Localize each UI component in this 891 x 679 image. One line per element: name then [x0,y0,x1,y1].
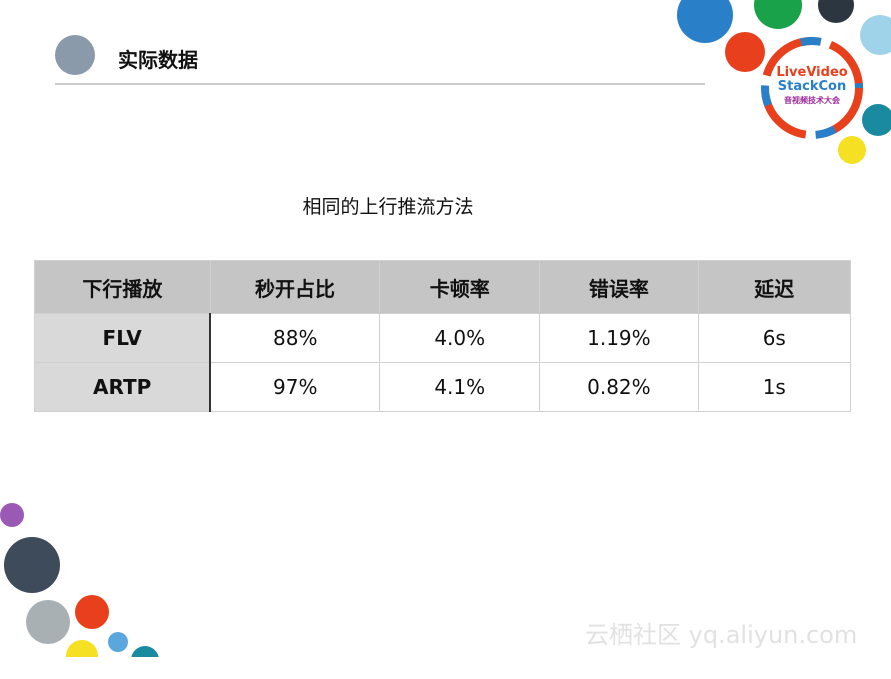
table-cell: ARTP [34,362,212,412]
table-cell: 88% [209,313,381,363]
column-header: 错误率 [539,260,699,314]
table-cell: 4.0% [379,313,541,363]
logo: LiveVideo StackCon 音视频技术大会 [770,66,854,108]
table-cell: FLV [34,313,212,363]
table-cell: 0.82% [539,362,699,412]
logo-text: 音视频技术大会 [784,96,840,105]
slide-title: 实际数据 [118,48,198,72]
column-header: 下行播放 [34,260,211,314]
subtitle: 相同的上行推流方法 [302,196,474,218]
logo-text: LiveVideo [776,65,848,80]
table-cell: 1s [697,362,852,412]
table-cell: 6s [697,313,852,363]
table-cell: 97% [209,362,381,412]
logo-text: StackCon [777,79,847,94]
column-header: 秒开占比 [209,260,381,314]
column-header: 延迟 [697,260,852,314]
table-row: ARTP 97% 4.1% 0.82% 1s [34,362,852,412]
table-row: FLV 88% 4.0% 1.19% 6s [34,313,852,363]
table-cell: 4.1% [379,362,541,412]
watermark: 云栖社区 yq.aliyun.com [585,621,858,649]
table-cell: 1.19% [539,313,699,363]
column-header: 卡顿率 [379,260,541,314]
data-table: 下行播放 秒开占比 卡顿率 错误率 延迟 FLV 88% 4.0% 1.19% 6s ARTP 97%… [34,260,852,412]
